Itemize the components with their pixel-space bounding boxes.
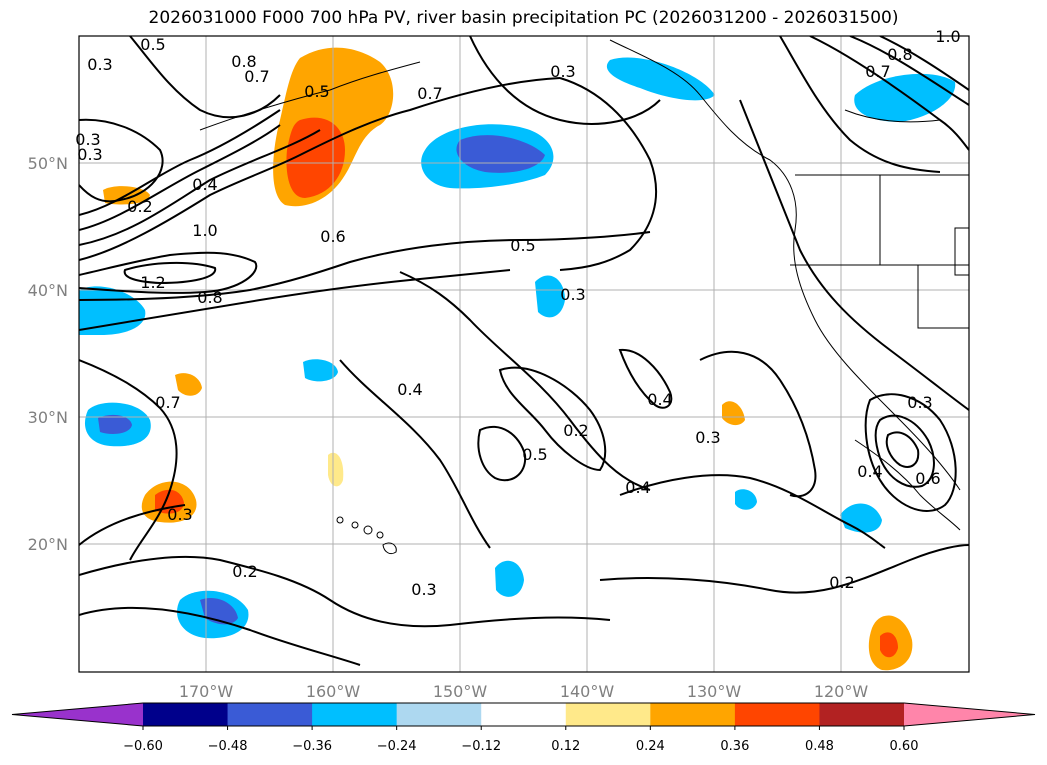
contour-label: 0.4 [192,175,217,194]
contour-label: 0.5 [140,35,165,54]
precip-negative-core [98,414,132,434]
contour-label: 0.3 [75,130,100,149]
precip-negative-region [495,560,524,597]
colorbar-tick-label: −0.48 [208,739,248,754]
contour-label: 0.3 [695,428,720,447]
lat-label: 50°N [28,154,68,173]
contour-label: 1.2 [140,273,165,292]
map-frame [78,35,970,673]
precip-shading [79,47,956,671]
colorbar-tick-label: −0.60 [123,739,163,754]
map-title: 2026031000 F000 700 hPa PV, river basin … [148,8,899,28]
contour-label: 1.0 [192,221,217,240]
contour-label: 0.8 [197,288,222,307]
lon-label: 140°W [560,682,615,701]
contour-label: 0.5 [510,236,535,255]
colorbar-tick-label: −0.24 [377,739,417,754]
lon-label: 150°W [433,682,488,701]
colorbar-segment [565,703,651,726]
precip-negative-region [735,489,757,510]
precip-positive-region [722,401,745,426]
lon-label: 170°W [179,682,234,701]
contour-label: 0.4 [625,478,650,497]
precip-positive-region [175,373,202,396]
contour-labels: 0.50.80.70.30.30.5 0.70.30.81.00.70.30.41… [75,27,960,599]
contour-label: 0.3 [907,393,932,412]
contour-label: 0.6 [320,227,345,246]
colorbar-segment [650,703,736,726]
longitude-labels: 170°W 160°W 150°W 140°W 130°W 120°W [179,682,869,701]
lon-label: 130°W [687,682,742,701]
contour-label: 0.5 [522,445,547,464]
contour-label: 0.3 [87,55,112,74]
lon-label: 120°W [814,682,869,701]
contour-label: 0.2 [232,562,257,581]
contour-label: 0.4 [857,462,882,481]
colorbar-tick-label: −0.12 [461,739,501,754]
contour-label: 0.4 [647,390,672,409]
colorbar-segment [143,703,229,726]
colorbar-tick-label: 0.36 [720,739,749,754]
lat-label: 20°N [28,535,68,554]
colorbar-extend-low [12,703,143,726]
contour-label: 0.4 [397,380,422,399]
contour-label: 0.2 [829,573,854,592]
colorbar: −0.60 −0.48 −0.36 −0.24 −0.12 0.12 0.24 0.36 0.4… [11,702,1036,754]
colorbar-tick-label: −0.36 [292,739,332,754]
precip-negative-region [303,359,338,382]
contour-label: 0.7 [244,67,269,86]
contour-label: 0.7 [155,393,180,412]
precip-positive-region [328,452,344,487]
hawaii-islands [336,516,397,555]
latitude-labels: 50°N 40°N 30°N 20°N [28,154,68,554]
precip-negative-region [840,503,882,533]
lon-label: 160°W [306,682,361,701]
contour-label: 0.3 [550,62,575,81]
contour-label: 0.3 [167,505,192,524]
lat-label: 30°N [28,408,68,427]
precip-negative-region [606,57,715,101]
colorbar-tick-label: 0.24 [636,739,665,754]
colorbar-extend-high [904,703,1035,726]
contour-label: 0.8 [231,52,256,71]
precip-positive-core [880,632,898,658]
colorbar-tick-label: 0.48 [805,739,834,754]
contour-label: 0.3 [411,580,436,599]
colorbar-segment [227,703,313,726]
precip-negative-region [854,73,956,122]
contour-label: 0.7 [417,84,442,103]
colorbar-segment [396,703,482,726]
colorbar-segment [734,703,820,726]
contour-label: 0.8 [887,45,912,64]
contour-label: 0.5 [304,82,329,101]
precip-positive-core [286,117,345,198]
colorbar-tick-label: 0.12 [551,739,580,754]
colorbar-segment [819,703,905,726]
contour-label: 0.3 [560,285,585,304]
contour-label: 0.6 [915,469,940,488]
pv-contours [79,36,969,666]
colorbar-tick-label: 0.60 [890,739,919,754]
contour-label: 0.7 [865,62,890,81]
colorbar-segment [312,703,398,726]
contour-label: 0.3 [77,145,102,164]
lat-label: 40°N [28,281,68,300]
precip-negative-region [535,275,565,318]
contour-label: 0.2 [127,197,152,216]
colorbar-segment [481,703,567,726]
contour-label: 0.2 [563,421,588,440]
